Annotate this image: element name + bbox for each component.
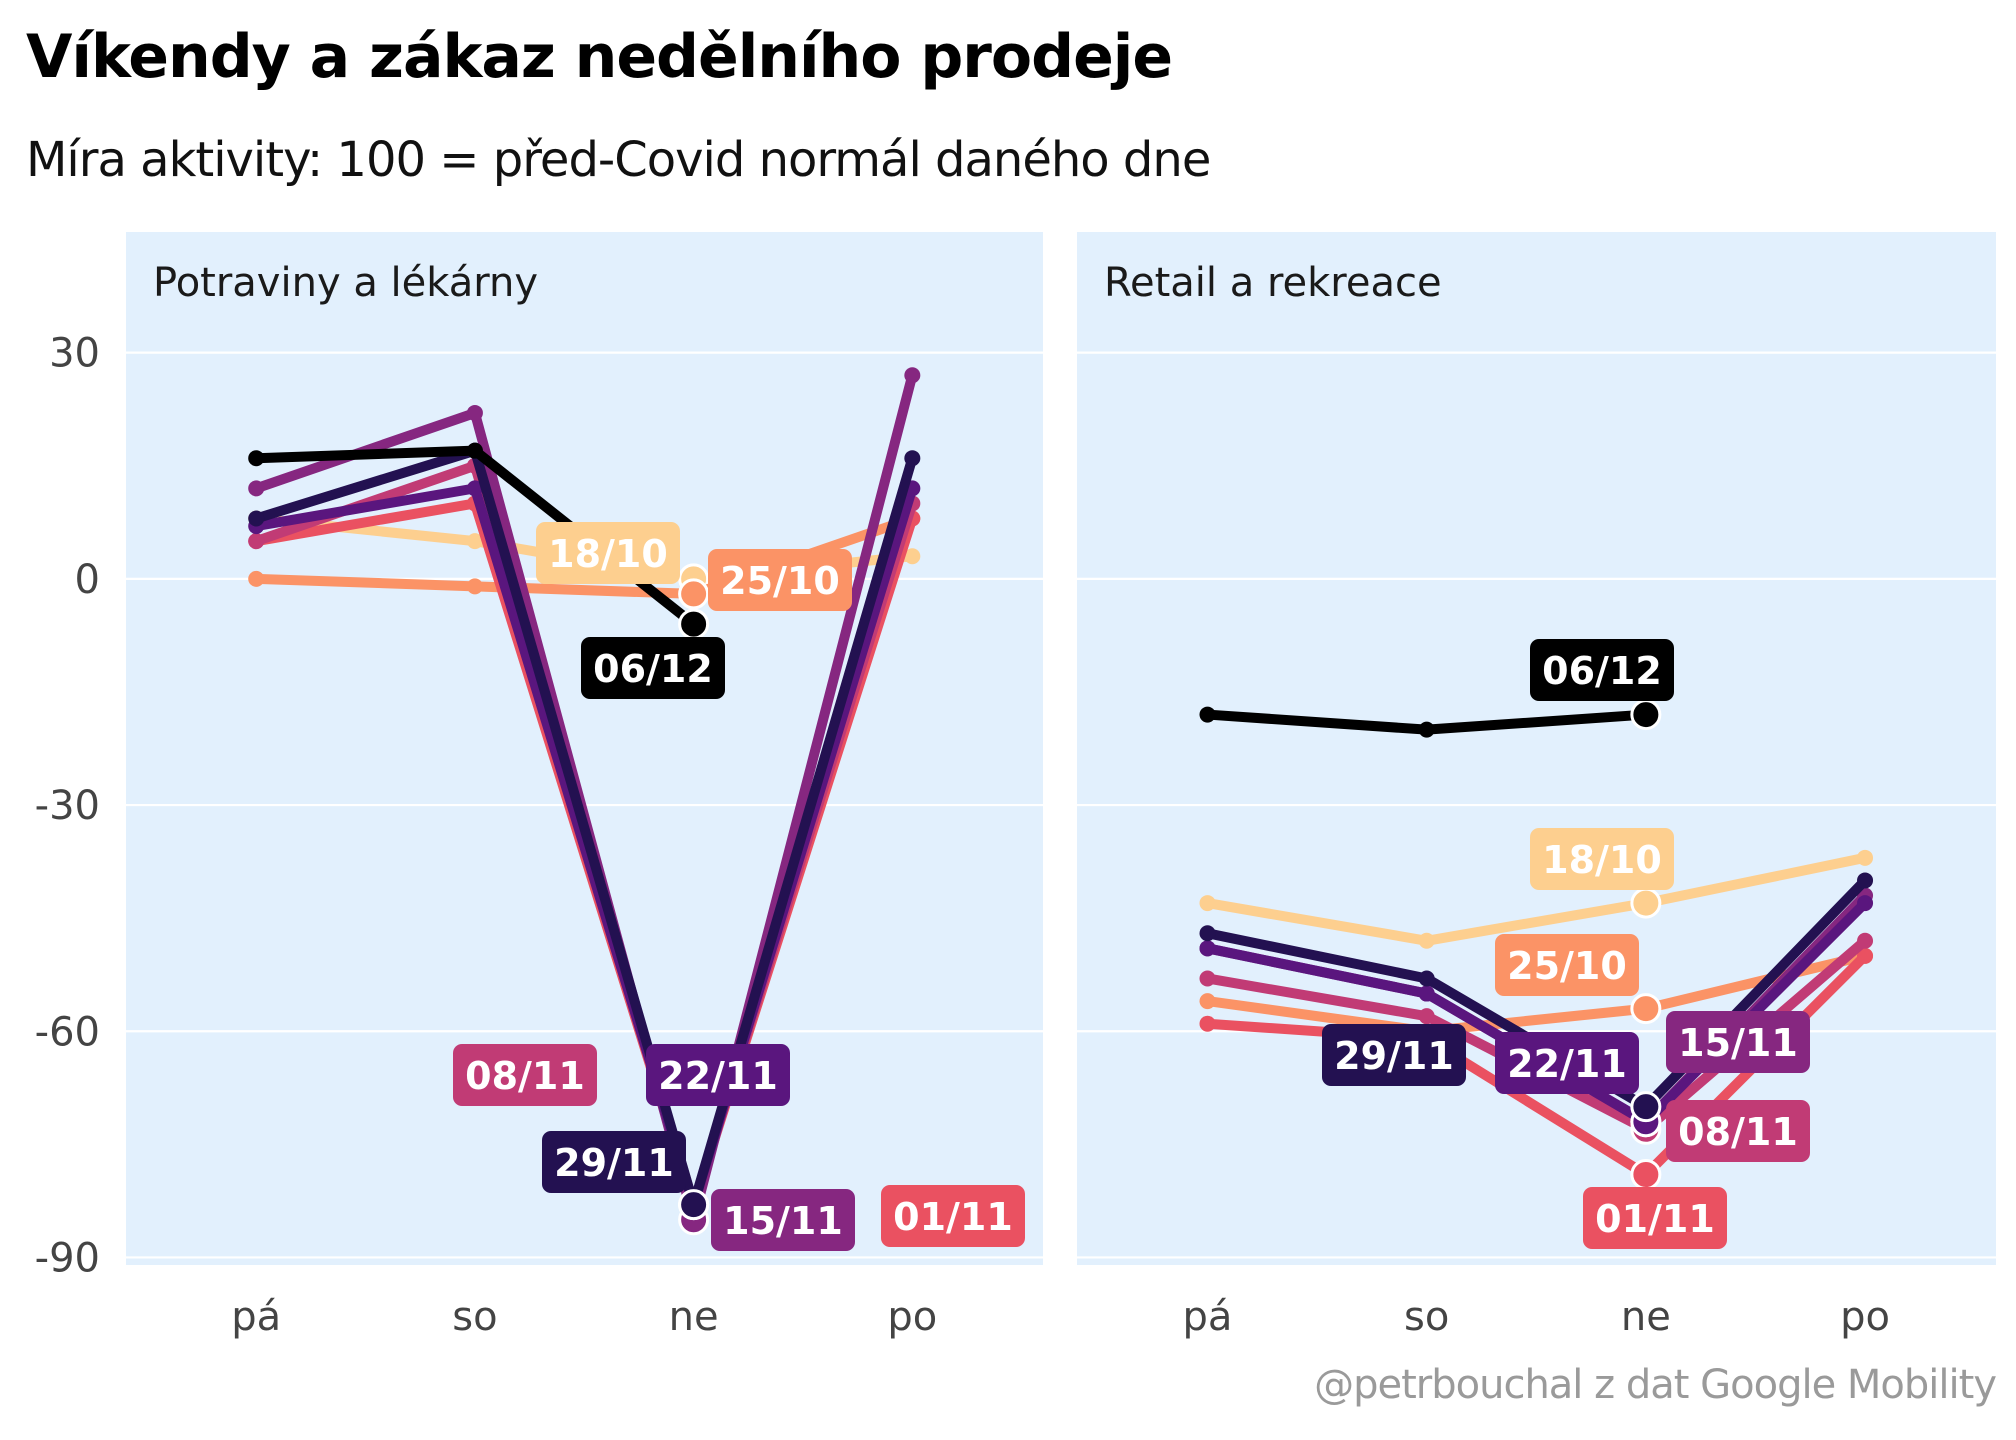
series-label: 18/10 [548, 532, 668, 576]
series-line-29-11 [251, 445, 918, 1210]
series-label-box [1530, 639, 1674, 701]
chart-title: Víkendy a zákaz nedělního prodeje [26, 22, 1173, 92]
data-point [1630, 1091, 1662, 1123]
data-point [1630, 699, 1662, 731]
data-point [1418, 970, 1435, 987]
data-point [1199, 970, 1216, 987]
series-label-box [1530, 828, 1674, 890]
data-point [904, 450, 921, 467]
data-point [1418, 721, 1435, 738]
data-point [466, 480, 483, 497]
x-tick-label: pá [1183, 1294, 1233, 1340]
series-label: 01/11 [893, 1195, 1013, 1239]
series-label-box [1666, 1011, 1810, 1073]
data-point [466, 578, 483, 595]
data-point [1630, 993, 1662, 1025]
data-point [904, 548, 921, 565]
x-tick-label: so [452, 1294, 497, 1340]
data-point [1199, 895, 1216, 912]
series-label-box [646, 1044, 790, 1106]
data-point [1857, 849, 1874, 866]
panel-title-potraviny: Potraviny a lékárny [153, 260, 538, 306]
data-point [678, 578, 710, 610]
panel-title-retail: Retail a rekreace [1104, 260, 1442, 306]
data-point [1199, 940, 1216, 957]
series-label: 29/11 [1334, 1034, 1454, 1078]
data-point [1418, 1008, 1435, 1025]
data-point [678, 608, 710, 640]
series-line-25-10 [1202, 950, 1871, 1037]
series-label-box [708, 549, 852, 611]
data-point [1857, 872, 1874, 889]
data-point [466, 533, 483, 550]
series-label-box [542, 1131, 686, 1193]
chart-subtitle: Míra aktivity: 100 = před-Covid normál d… [26, 132, 1211, 188]
data-point [248, 510, 265, 527]
data-point [1199, 993, 1216, 1010]
series-label-box [1322, 1024, 1466, 1086]
series-label-box [581, 637, 725, 699]
y-tick-label: 30 [49, 331, 100, 377]
x-tick-label: so [1404, 1294, 1449, 1340]
series-label: 01/11 [1595, 1197, 1715, 1241]
data-point [678, 1189, 710, 1221]
series-label: 29/11 [554, 1141, 674, 1185]
series-label: 08/11 [1678, 1110, 1798, 1154]
data-point [1630, 887, 1662, 919]
series-label-box [536, 522, 680, 584]
series-label: 06/12 [1542, 649, 1662, 693]
data-point [904, 367, 921, 384]
series-label: 18/10 [1542, 838, 1662, 882]
y-tick-label: 0 [75, 557, 100, 603]
data-point [1857, 895, 1874, 912]
series-label: 15/11 [723, 1199, 843, 1243]
data-point [1199, 706, 1216, 723]
data-point [248, 570, 265, 587]
source-caption: @petrbouchal z dat Google Mobility [1314, 1362, 1997, 1408]
series-label: 06/12 [593, 647, 713, 691]
x-tick-label: pá [231, 1294, 281, 1340]
series-label-box [711, 1189, 855, 1251]
series-label: 08/11 [465, 1054, 585, 1098]
y-tick-label: -60 [35, 1009, 100, 1055]
data-point [248, 450, 265, 467]
x-tick-label: ne [1621, 1294, 1671, 1340]
data-point [1199, 1015, 1216, 1032]
series-label: 15/11 [1678, 1021, 1798, 1065]
data-point [248, 480, 265, 497]
series-label-box [453, 1044, 597, 1106]
series-label-box [1666, 1100, 1810, 1162]
data-point [1857, 932, 1874, 949]
series-label-box [1495, 934, 1639, 996]
series-label-box [1583, 1187, 1727, 1249]
x-tick-label: ne [669, 1294, 719, 1340]
y-tick-label: -30 [35, 783, 100, 829]
series-label: 22/11 [1507, 1042, 1627, 1086]
data-point [248, 533, 265, 550]
series-label-box [881, 1185, 1025, 1247]
data-point [466, 442, 483, 459]
data-point [1199, 925, 1216, 942]
data-point [466, 404, 483, 421]
x-tick-label: po [1840, 1294, 1890, 1340]
data-point [1418, 985, 1435, 1002]
data-point [1857, 947, 1874, 964]
data-point [1418, 932, 1435, 949]
series-label-box [1495, 1032, 1639, 1094]
series-line-18-10 [1202, 852, 1871, 946]
series-label: 25/10 [1507, 944, 1627, 988]
series-label: 25/10 [720, 559, 840, 603]
data-point [1630, 1159, 1662, 1191]
series-label: 22/11 [658, 1054, 778, 1098]
x-tick-label: po [887, 1294, 937, 1340]
y-tick-label: -90 [35, 1235, 100, 1281]
